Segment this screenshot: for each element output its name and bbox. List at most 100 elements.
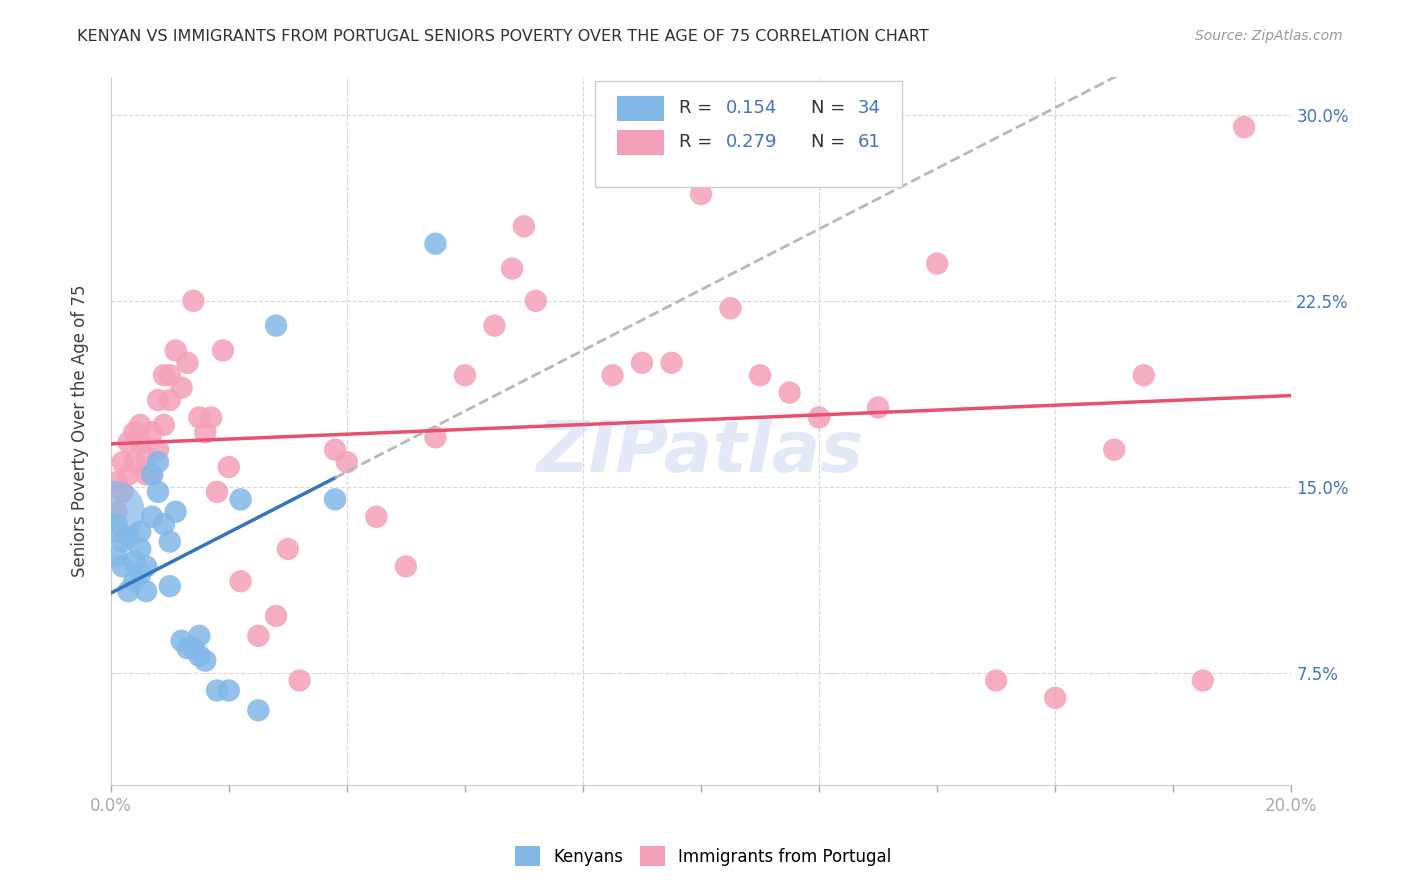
Point <box>194 654 217 668</box>
Point <box>105 505 128 519</box>
Point <box>117 435 139 450</box>
Point <box>524 293 547 308</box>
Point <box>1233 120 1256 134</box>
Point <box>1132 368 1154 383</box>
Text: R =: R = <box>679 99 717 117</box>
Point <box>176 356 198 370</box>
Point <box>129 435 152 450</box>
Point <box>425 430 447 444</box>
Point <box>124 554 146 568</box>
Point <box>205 484 228 499</box>
Point <box>501 261 523 276</box>
Point <box>602 368 624 383</box>
Point <box>690 187 713 202</box>
Point <box>141 467 163 482</box>
Point <box>749 368 772 383</box>
Point <box>105 549 128 564</box>
Point <box>661 356 683 370</box>
Text: 0.279: 0.279 <box>725 133 778 151</box>
Point <box>153 517 176 532</box>
Point <box>200 410 222 425</box>
Point <box>188 648 211 663</box>
Text: Source: ZipAtlas.com: Source: ZipAtlas.com <box>1195 29 1343 43</box>
Point <box>117 530 139 544</box>
Point <box>111 559 134 574</box>
Point <box>454 368 477 383</box>
Point <box>188 410 211 425</box>
Text: 61: 61 <box>858 133 880 151</box>
Text: 0.154: 0.154 <box>725 99 778 117</box>
Point <box>129 541 152 556</box>
Point <box>146 442 169 457</box>
Point <box>141 467 163 482</box>
Point <box>141 509 163 524</box>
Point <box>129 524 152 539</box>
Point <box>205 683 228 698</box>
Point <box>159 579 181 593</box>
Point <box>153 368 176 383</box>
Point <box>165 343 187 358</box>
Point <box>264 318 287 333</box>
Point <box>103 505 125 519</box>
Point <box>868 401 890 415</box>
Text: KENYAN VS IMMIGRANTS FROM PORTUGAL SENIORS POVERTY OVER THE AGE OF 75 CORRELATIO: KENYAN VS IMMIGRANTS FROM PORTUGAL SENIO… <box>77 29 929 44</box>
Point <box>105 475 128 489</box>
Point <box>1191 673 1213 688</box>
Point <box>194 425 217 440</box>
Point <box>124 455 146 469</box>
Point <box>425 236 447 251</box>
Point <box>395 559 418 574</box>
Point <box>247 703 270 717</box>
FancyBboxPatch shape <box>595 81 901 187</box>
Point <box>111 534 134 549</box>
Point <box>1045 690 1067 705</box>
Point <box>288 673 311 688</box>
Text: N =: N = <box>811 133 851 151</box>
Point <box>323 492 346 507</box>
FancyBboxPatch shape <box>617 129 665 155</box>
Point <box>124 425 146 440</box>
Point <box>247 629 270 643</box>
Point <box>323 442 346 457</box>
Text: R =: R = <box>679 133 717 151</box>
Point <box>159 534 181 549</box>
Point <box>229 492 252 507</box>
Point <box>720 301 742 316</box>
Point <box>117 467 139 482</box>
Text: N =: N = <box>811 99 851 117</box>
Point <box>135 467 157 482</box>
Point <box>277 541 299 556</box>
Point <box>631 356 654 370</box>
Point <box>129 566 152 581</box>
Point <box>159 368 181 383</box>
Point <box>927 256 949 270</box>
Point <box>218 683 240 698</box>
Point <box>484 318 506 333</box>
Point <box>366 509 388 524</box>
Point <box>146 393 169 408</box>
Point <box>188 629 211 643</box>
Text: ZIPatlas: ZIPatlas <box>537 417 865 487</box>
Point <box>165 505 187 519</box>
Point <box>135 450 157 465</box>
Point <box>146 455 169 469</box>
Point <box>117 584 139 599</box>
Point <box>513 219 536 234</box>
Point <box>1102 442 1125 457</box>
Point <box>218 460 240 475</box>
Point <box>124 574 146 589</box>
Point <box>264 609 287 624</box>
Point <box>212 343 235 358</box>
Point <box>159 393 181 408</box>
Point <box>135 559 157 574</box>
Point <box>183 293 205 308</box>
Point <box>183 641 205 656</box>
Point <box>146 484 169 499</box>
Point <box>170 633 193 648</box>
Point <box>111 484 134 499</box>
Point <box>153 417 176 432</box>
Point <box>336 455 359 469</box>
Point <box>779 385 801 400</box>
FancyBboxPatch shape <box>617 95 665 121</box>
Point <box>111 455 134 469</box>
